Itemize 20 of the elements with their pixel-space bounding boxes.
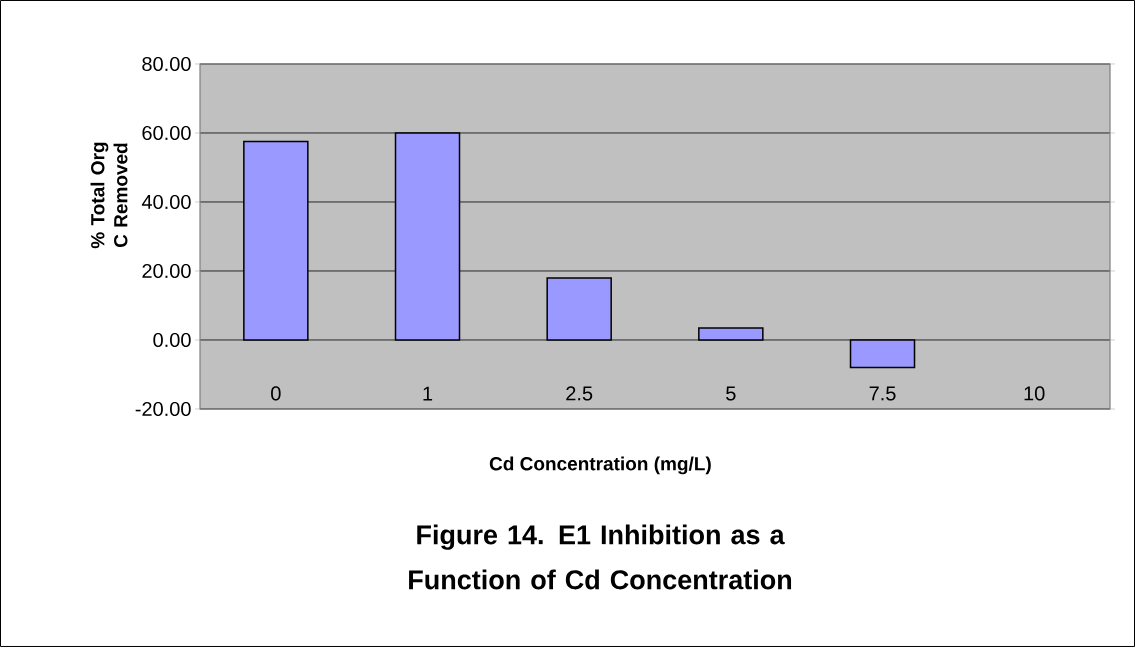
bar <box>849 339 916 369</box>
x-axis-title: Cd Concentration (mg/L) <box>489 456 711 475</box>
text: Figure 14. E1 Inhibition as a Function of Cd Concentration <box>409 524 792 590</box>
x-tick-label: 1 <box>423 386 433 401</box>
bar <box>546 277 612 341</box>
y-tick-label: 0.00 <box>153 332 191 348</box>
y-tick-label: 80.00 <box>142 56 191 72</box>
y-tick-label: 20.00 <box>142 263 191 279</box>
y-tick-label: 40.00 <box>141 194 191 210</box>
x-tick-label: 0 <box>271 386 281 401</box>
x-tick-label: 5 <box>726 386 736 401</box>
x-tick-label: 2.5 <box>566 386 593 401</box>
y-tick-label: -20.00 <box>135 401 191 417</box>
x-tick-label: 7.5 <box>869 386 896 401</box>
x-tick-label: 10 <box>1024 386 1045 401</box>
y-axis-title: % Total Org C Removed <box>90 142 128 249</box>
bar <box>698 327 764 341</box>
bar <box>394 132 461 341</box>
bar <box>243 140 309 341</box>
y-tick-label: 60.00 <box>142 125 191 141</box>
